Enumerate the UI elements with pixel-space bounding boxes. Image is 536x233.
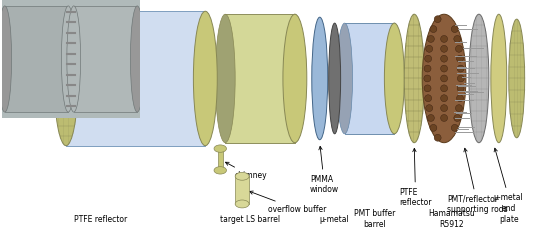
Ellipse shape: [509, 19, 525, 138]
Ellipse shape: [283, 14, 307, 143]
Circle shape: [441, 105, 448, 112]
Circle shape: [441, 85, 448, 92]
Circle shape: [425, 95, 431, 102]
Circle shape: [441, 65, 448, 72]
Circle shape: [427, 35, 434, 42]
Ellipse shape: [422, 14, 466, 143]
Bar: [66, 11, 205, 146]
Ellipse shape: [54, 11, 78, 146]
Circle shape: [457, 85, 464, 92]
Circle shape: [430, 124, 437, 131]
Ellipse shape: [67, 6, 80, 112]
Circle shape: [430, 26, 437, 33]
Circle shape: [424, 85, 431, 92]
Bar: [5, 6, 68, 112]
Ellipse shape: [61, 6, 75, 112]
Circle shape: [441, 55, 448, 62]
Circle shape: [441, 45, 448, 52]
Circle shape: [457, 55, 464, 62]
Ellipse shape: [469, 14, 489, 143]
Ellipse shape: [491, 14, 507, 143]
Text: PMT buffer
barrel: PMT buffer barrel: [354, 209, 395, 229]
Ellipse shape: [215, 14, 235, 143]
Circle shape: [441, 95, 448, 102]
Circle shape: [457, 65, 464, 72]
Bar: [345, 23, 394, 134]
Text: end
plate: end plate: [499, 204, 518, 224]
Circle shape: [434, 134, 441, 141]
Text: chimney: chimney: [226, 162, 267, 180]
Circle shape: [424, 65, 431, 72]
Ellipse shape: [337, 23, 353, 134]
Circle shape: [457, 95, 464, 102]
Ellipse shape: [386, 23, 403, 134]
Circle shape: [424, 75, 431, 82]
Circle shape: [427, 115, 434, 121]
Text: μ-metal: μ-metal: [320, 215, 349, 224]
Circle shape: [457, 75, 464, 82]
Circle shape: [441, 35, 448, 42]
Ellipse shape: [235, 172, 249, 180]
Ellipse shape: [193, 11, 217, 146]
Text: PTFE reflector: PTFE reflector: [75, 215, 128, 224]
Ellipse shape: [214, 145, 227, 152]
Circle shape: [456, 105, 463, 112]
Ellipse shape: [285, 14, 305, 143]
Bar: [218, 149, 223, 170]
Text: overflow buffer: overflow buffer: [250, 191, 326, 214]
Circle shape: [456, 45, 463, 52]
Circle shape: [441, 75, 448, 82]
Ellipse shape: [196, 11, 215, 146]
Text: PMMA
window: PMMA window: [310, 146, 339, 194]
Text: PTFE
reflector: PTFE reflector: [399, 148, 432, 207]
Circle shape: [454, 35, 461, 42]
Circle shape: [451, 26, 458, 33]
Bar: [225, 14, 295, 143]
Circle shape: [425, 55, 431, 62]
Ellipse shape: [0, 6, 12, 112]
Ellipse shape: [329, 23, 340, 134]
Circle shape: [451, 124, 458, 131]
Text: Hamamatsu
R5912: Hamamatsu R5912: [429, 209, 475, 229]
Ellipse shape: [404, 14, 424, 143]
Circle shape: [434, 16, 441, 23]
Text: PMT/reflector
supporting rods: PMT/reflector supporting rods: [447, 148, 508, 214]
Text: target LS barrel: target LS barrel: [220, 215, 280, 224]
Bar: [235, 176, 249, 204]
Circle shape: [426, 45, 433, 52]
Ellipse shape: [235, 200, 249, 208]
Circle shape: [454, 115, 461, 121]
Bar: [74, 6, 137, 112]
Ellipse shape: [56, 11, 76, 146]
Ellipse shape: [384, 23, 404, 134]
Circle shape: [441, 115, 448, 121]
Ellipse shape: [214, 167, 227, 174]
Ellipse shape: [312, 17, 327, 140]
Text: μ-metal: μ-metal: [494, 148, 524, 202]
Ellipse shape: [130, 6, 144, 112]
Circle shape: [426, 105, 433, 112]
